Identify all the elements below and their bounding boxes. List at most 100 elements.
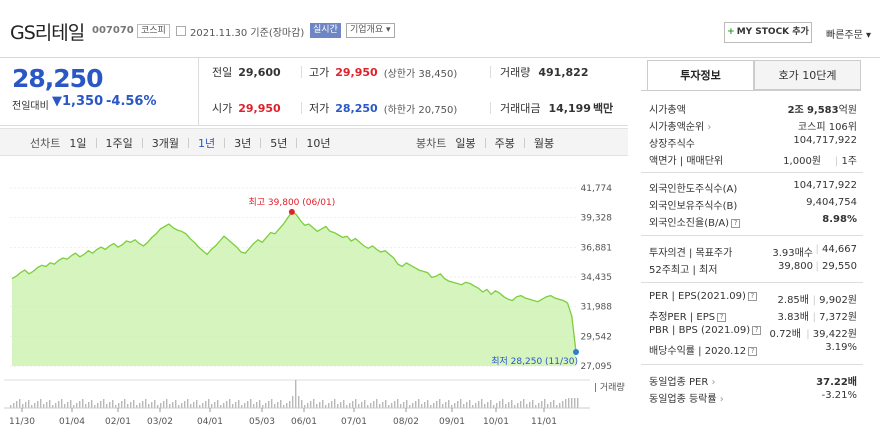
period-1y[interactable]: 1년 [198,137,216,150]
volume-bar [109,402,111,408]
realtime-button[interactable]: 실시간 [310,23,341,38]
volume-bar [136,405,138,408]
period-3m[interactable]: 3개월 [151,137,179,150]
line-chart-label: 선차트 [30,137,61,150]
mystock-add-button[interactable]: + MY STOCK 추가 [724,22,812,43]
quick-order-button[interactable]: 빠른주문 ▾ [826,26,871,41]
period-1d[interactable]: 1일 [69,137,87,150]
x-tick-label: 10/01 [483,417,509,427]
volume-bar [448,400,450,408]
volume-bar [457,401,459,408]
row-dividend: 배당수익률 | 2020.12? 3.19% [649,341,857,357]
quote-high: 고가 29,950 (상한가 38,450) [309,64,457,80]
volume-bar [85,404,87,408]
volume-bar [373,401,375,408]
x-tick-label: 01/04 [59,417,85,427]
row-opinion: 투자의견 | 목표주가 3.93매수 | 44,667 [649,243,857,259]
volume-bar [292,396,294,408]
period-5y[interactable]: 5년 [270,137,288,150]
volume-bar [424,402,426,408]
tab-invest-info[interactable]: 투자정보 [647,60,754,90]
candle-weekly[interactable]: 주봉 [494,137,515,150]
volume-bar [313,399,315,408]
foreign-limit-label: 외국인한도주식수(A) [649,184,738,195]
volume-bar [49,400,51,408]
volume-bar [88,402,90,408]
row-industry-per: 동일업종 PER › 37.22배 [649,372,857,388]
x-tick-label: 06/01 [291,417,317,427]
company-overview-button[interactable]: 기업개요 ▾ [346,23,395,38]
volume-bar [247,401,249,408]
volume-bar [319,402,321,408]
row-shares: 상장주식수 104,717,922 [649,134,857,150]
volume-bar [553,400,555,408]
quote-low: 저가 28,250 (하한가 20,750) [309,100,457,116]
y-tick-label: 41,774 [581,184,613,194]
volume-bar [382,402,384,408]
divider [141,138,143,148]
y-tick-label: 29,542 [581,332,613,342]
prev-label: 전일 [212,66,233,79]
est-per-value: 3.83배 [777,312,809,323]
industry-rate-label: 동일업종 등락률 › [649,390,724,405]
volume-bar [40,399,42,408]
volume-bar [496,403,498,408]
x-tick-label: 11/30 [9,417,35,427]
period-1w[interactable]: 1주일 [105,137,133,150]
separator: | [834,156,842,167]
volume-bar [148,404,150,408]
candle-monthly[interactable]: 월봉 [533,137,555,150]
upper-limit: (상한가 38,450) [383,68,458,80]
volume-bar [208,399,210,408]
help-icon[interactable]: ? [748,347,758,356]
dividend-value: 3.19% [825,342,857,353]
market-cap-num2: 9,583 [806,105,839,116]
quote-volume: 거래량 491,822 [500,64,588,80]
help-icon[interactable]: ? [731,219,741,228]
volume-bar [157,405,159,408]
help-icon[interactable]: ? [717,313,727,322]
volume-bar [325,405,327,408]
volume-bar [538,403,540,408]
volume-bar [334,399,336,408]
candle-tabs: 봉차트 일봉 주봉 월봉 [416,135,554,151]
chevron-right-icon[interactable]: › [719,394,724,405]
est-eps-text: 7,372원 [819,312,857,323]
row-foreign-ratio: 외국인소진율(B/A)? 8.98% [649,213,857,229]
volume-bar [385,400,387,408]
volume-bar [442,404,444,408]
divider [260,138,262,148]
volume-bar [490,400,492,408]
volume-bar [418,399,420,408]
divider [484,138,486,148]
volume-bar [322,400,324,408]
volume-bar [103,399,105,408]
candle-daily[interactable]: 일봉 [455,137,476,150]
tab-hoga-10[interactable]: 호가 10단계 [754,60,861,90]
volume-bar [133,400,135,408]
chevron-right-icon[interactable]: › [707,122,712,133]
volume-bar [565,399,567,408]
period-3y[interactable]: 3년 [234,137,252,150]
amount-unit: 백만 [592,102,614,115]
volume-bar [544,399,546,408]
volume-bar [460,399,462,408]
volume-bar [118,403,120,408]
volume-bar [229,399,231,408]
volume-bar [289,401,291,408]
volume-bar [403,402,405,408]
help-icon[interactable]: ? [747,292,757,301]
volume-bar [19,399,21,408]
stock-code: 007070 [92,25,134,36]
price-chart[interactable]: 41,774 39,328 36,881 34,435 31,988 29,542 27,0… [0,168,628,438]
volume-bar [94,405,96,408]
week52-high: 39,800 [778,261,813,272]
est-per-label-text: 추정PER | EPS [649,312,716,323]
pbr-label: PBR | BPS (2021.09)? [649,325,762,336]
volume-bar [193,402,195,408]
period-10y[interactable]: 10년 [306,137,331,150]
chevron-right-icon[interactable]: › [711,377,716,388]
help-icon[interactable]: ? [752,326,762,335]
volume-bar [52,405,54,408]
x-tick-label: 05/03 [249,417,275,427]
